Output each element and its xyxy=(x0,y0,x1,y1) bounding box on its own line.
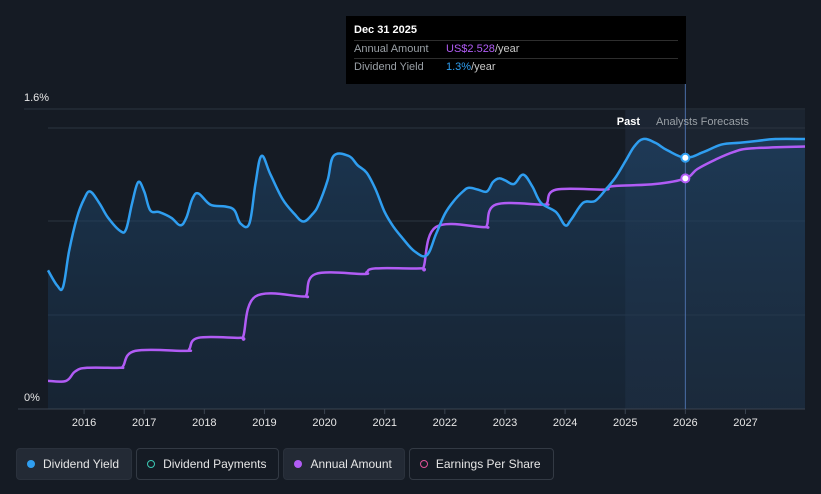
dividend-chart: 1.6% 0% Past Analysts Forecasts 2016 2017… xyxy=(18,84,806,429)
x-tick-label: 2022 xyxy=(433,417,457,429)
legend-label: Dividend Yield xyxy=(43,457,120,471)
legend-dividend-yield[interactable]: Dividend Yield xyxy=(16,448,133,480)
legend-dot-icon xyxy=(294,460,303,468)
legend-annual-amount[interactable]: Annual Amount xyxy=(283,448,405,480)
legend-label: Annual Amount xyxy=(310,457,392,471)
x-tick-label: 2025 xyxy=(613,417,637,429)
x-tick-label: 2017 xyxy=(132,417,156,429)
x-tick-label: 2023 xyxy=(493,417,517,429)
legend-dividend-payments[interactable]: Dividend Payments xyxy=(136,448,280,480)
forecast-label: Analysts Forecasts xyxy=(656,116,749,128)
dividend-yield-marker xyxy=(680,152,691,163)
legend: Dividend Yield Dividend Payments Annual … xyxy=(16,448,554,480)
y-tick-top: 1.6% xyxy=(24,92,49,104)
tooltip-unit: /year xyxy=(471,61,496,73)
annual-amount-line xyxy=(47,145,806,383)
tooltip-value: 1.3% xyxy=(446,61,472,73)
legend-dot-icon xyxy=(147,460,156,468)
tooltip-label: Dividend Yield xyxy=(354,61,424,73)
legend-label: Earnings Per Share xyxy=(435,457,541,471)
x-tick-label: 2026 xyxy=(673,417,697,429)
tooltip-date: Dec 31 2025 xyxy=(354,24,417,36)
tooltip-row-dividend-yield: Dividend Yield 1.3%/year xyxy=(354,58,678,76)
y-tick-bottom: 0% xyxy=(24,392,40,404)
x-tick-label: 2024 xyxy=(553,417,577,429)
tooltip-unit: /year xyxy=(494,43,520,55)
tooltip-label: Annual Amount xyxy=(354,43,429,55)
x-tick-label: 2019 xyxy=(252,417,276,429)
x-tick-label: 2016 xyxy=(72,417,96,429)
dividend-yield-line xyxy=(46,137,806,292)
legend-label: Dividend Payments xyxy=(163,457,267,471)
legend-earnings-per-share[interactable]: Earnings Per Share xyxy=(408,448,554,480)
dividend-yield-area xyxy=(48,138,805,409)
x-tick-label: 2021 xyxy=(372,417,396,429)
legend-dot-icon xyxy=(419,460,428,468)
tooltip-row-annual-amount: Annual Amount US$2.528/year xyxy=(354,40,678,58)
x-tick-label: 2027 xyxy=(733,417,757,429)
x-tick-label: 2020 xyxy=(312,417,336,429)
tooltip-value: US$2.528 xyxy=(446,43,495,55)
tooltip: Dec 31 2025 Annual Amount US$2.528/year … xyxy=(346,16,686,84)
x-tick-label: 2018 xyxy=(192,417,216,429)
legend-dot-icon xyxy=(27,460,35,468)
annual-amount-marker xyxy=(680,173,691,184)
past-label: Past xyxy=(617,116,641,128)
x-axis-ticks: 2016 2017 2018 2019 2020 2021 2022 2023 2024 2025… xyxy=(72,409,758,429)
